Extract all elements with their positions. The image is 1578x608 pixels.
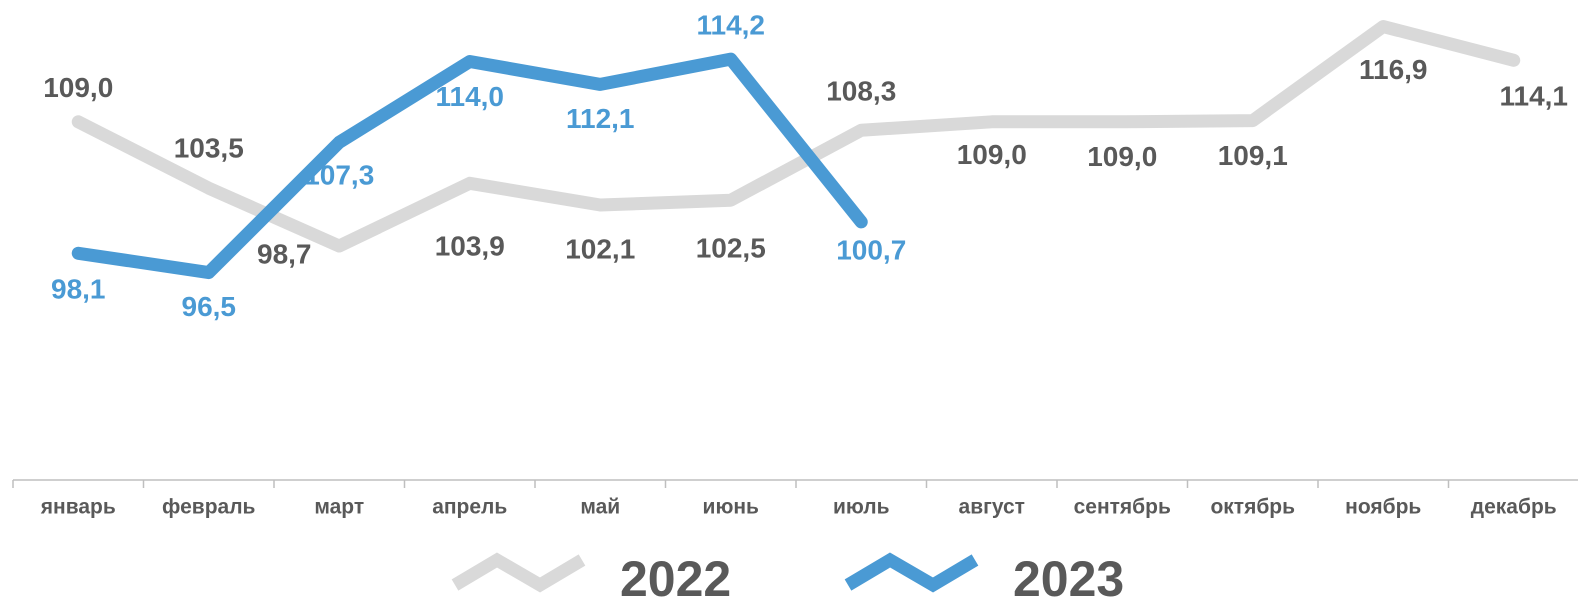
- data-label: 102,5: [696, 233, 766, 264]
- x-tick-label: май: [580, 496, 620, 519]
- data-label: 114,1: [1499, 81, 1568, 112]
- x-tick-label: август: [959, 496, 1025, 519]
- data-label: 96,5: [182, 291, 237, 322]
- x-tick-label: июль: [833, 496, 890, 519]
- data-label: 102,1: [565, 233, 635, 264]
- x-tick-label: февраль: [162, 496, 256, 519]
- legend-swatch: [844, 552, 979, 593]
- data-label: 100,7: [836, 234, 906, 265]
- data-label: 114,2: [696, 9, 765, 40]
- data-label: 114,0: [435, 81, 504, 112]
- data-label: 98,7: [257, 238, 312, 269]
- x-tick-label: ноябрь: [1345, 496, 1421, 519]
- data-label: 109,0: [43, 72, 113, 103]
- x-tick-label: декабрь: [1471, 496, 1557, 519]
- x-tick-label: июнь: [703, 496, 760, 519]
- x-tick-label: сентябрь: [1074, 496, 1171, 519]
- data-label: 103,9: [435, 231, 505, 262]
- data-label: 107,3: [304, 160, 374, 191]
- x-tick-label: март: [314, 496, 364, 519]
- legend-label: 2023: [1013, 551, 1124, 607]
- data-label: 109,1: [1218, 140, 1288, 171]
- data-label: 103,5: [174, 133, 244, 164]
- data-label: 98,1: [51, 274, 106, 305]
- series-line: [71, 52, 868, 280]
- data-label: 109,0: [957, 139, 1027, 170]
- x-tick-label: октябрь: [1210, 496, 1295, 519]
- series-line: [71, 20, 1521, 253]
- data-label: 112,1: [566, 103, 635, 134]
- data-label: 109,0: [1087, 141, 1157, 172]
- x-tick-label: апрель: [432, 496, 507, 519]
- legend-label: 2022: [620, 551, 731, 607]
- data-label: 108,3: [826, 76, 896, 107]
- legend-swatch: [451, 552, 586, 593]
- x-tick-label: январь: [40, 496, 116, 519]
- data-label: 116,9: [1359, 54, 1428, 85]
